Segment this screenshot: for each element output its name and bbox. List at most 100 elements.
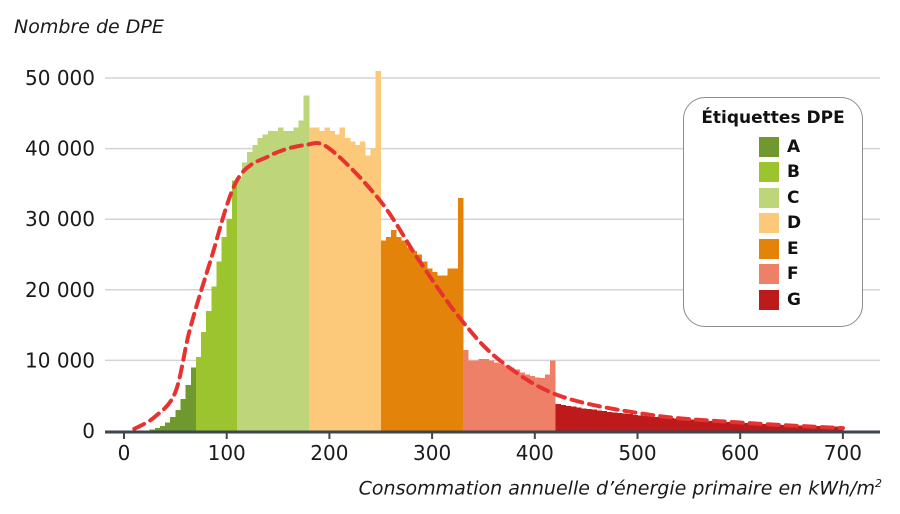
histogram-bar [771,424,777,431]
histogram-bar [765,424,772,431]
histogram-bar [801,425,808,431]
histogram-bar [195,356,202,431]
histogram-bar [473,360,479,431]
histogram-bar [591,409,597,431]
histogram-bar [776,424,782,431]
histogram-bar [462,349,469,431]
x-tick-label: 200 [310,441,348,465]
legend-label: A [787,136,801,157]
histogram-bar [175,409,181,431]
histogram-bar [709,421,715,431]
histogram-bar [729,422,736,431]
histogram-bar [509,367,515,431]
histogram-bar [611,412,618,431]
histogram-bar [632,414,638,431]
legend-item-A: A [759,134,862,160]
y-tick-label: 40 000 [25,137,95,161]
histogram-bar [257,138,264,431]
x-tick-label: 700 [824,441,862,465]
histogram-bar [524,374,531,431]
y-tick-label: 10 000 [25,348,95,372]
histogram-bar [560,405,567,431]
histogram-bar [411,250,418,431]
histogram-bar [391,229,397,431]
histogram-bar [339,127,346,432]
histogram-bar [652,416,659,431]
histogram-bar [447,268,454,431]
histogram-bar [498,363,505,431]
histogram-bar [252,145,258,431]
histogram-bar [688,419,695,431]
histogram-bar [349,141,356,432]
legend-item-B: B [759,160,862,186]
histogram-bar [575,407,582,431]
x-tick-label: 0 [118,441,131,465]
x-axis-title: Consommation annuelle d’énergie primaire… [359,477,882,499]
histogram-bar [673,418,679,431]
histogram-bar [616,413,623,431]
legend-label: G [787,289,801,310]
histogram-bar [401,240,407,431]
histogram-bar [724,422,731,431]
histogram-bar [740,422,746,431]
y-axis-title: Nombre de DPE [14,16,164,38]
histogram-bar [586,409,592,431]
histogram-bar [247,152,253,431]
y-tick-label: 30 000 [25,207,95,231]
x-tick-label: 400 [516,441,554,465]
histogram-bar [154,428,161,431]
histogram-bar [704,420,710,431]
y-tick-label: 0 [82,419,95,443]
histogram-bar [221,236,228,431]
fit-curve [132,140,845,431]
histogram-bar [529,375,536,431]
histogram-bar [442,275,448,431]
histogram-bar [216,261,222,431]
histogram-bar [437,275,443,431]
histogram-bar [201,332,207,431]
histogram-bar [565,405,572,431]
histogram-bar [231,180,238,431]
histogram-bar [545,374,551,431]
histogram-bar [606,411,613,431]
x-tick-label: 300 [413,441,451,465]
histogram-bar [647,416,654,431]
legend-label: F [787,264,799,285]
histogram-bar [678,418,685,431]
legend-label: E [787,238,799,259]
histogram-bar [242,162,248,431]
histogram-bar [267,130,274,431]
histogram-bar [344,138,351,431]
histogram-bar [370,148,377,431]
histogram-bar [570,406,577,431]
histogram-bar [457,198,464,431]
x-axis-title-sup: 2 [875,477,882,490]
histogram-bar [663,417,669,431]
legend-label: D [787,213,802,234]
histogram-bar [385,236,392,431]
histogram-bar [519,372,525,431]
histogram-bar [627,414,633,431]
legend-item-C: C [759,185,862,211]
legend-item-D: D [759,211,862,237]
histogram-bar [668,418,674,431]
x-tick-label: 600 [721,441,759,465]
histogram-bar [432,272,438,431]
histogram-bar [735,422,741,431]
histogram-bar [796,425,803,431]
legend-swatch [759,238,779,259]
histogram-bar [478,358,484,431]
histogram-bar [699,420,705,431]
histogram-bar [298,120,305,432]
histogram-bar [452,268,459,431]
histogram-bar [832,426,839,431]
legend-item-E: E [759,236,862,262]
legend-item-F: F [759,262,862,288]
histogram-bar [596,410,602,431]
histogram-bar [308,127,315,432]
histogram-bar [581,408,587,431]
histogram-bar [278,127,284,432]
legend-item-G: G [759,287,862,313]
